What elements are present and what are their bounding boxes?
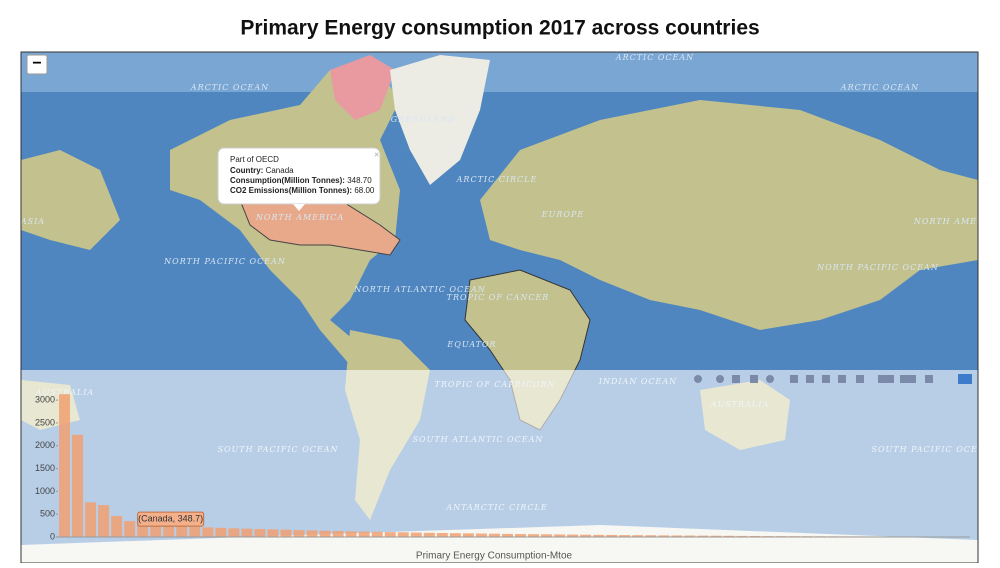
bar xyxy=(294,530,305,537)
bar xyxy=(476,534,487,537)
icon[interactable] xyxy=(766,375,774,383)
bar xyxy=(72,435,83,537)
icon[interactable] xyxy=(925,375,933,383)
bar xyxy=(202,527,213,537)
map-label: ARCTIC CIRCLE xyxy=(456,175,538,184)
x-axis-title: Primary Energy Consumption-Mtoe xyxy=(416,551,573,562)
bar xyxy=(450,533,461,537)
popup-key: Country: xyxy=(230,166,263,175)
bar xyxy=(254,529,265,537)
y-tick-label: 1000 xyxy=(35,486,55,496)
icon[interactable] xyxy=(856,375,864,383)
popup-close[interactable]: × xyxy=(374,149,379,159)
y-tick-label: 500 xyxy=(40,509,55,519)
bar xyxy=(85,502,96,537)
map-label: EUROPE xyxy=(541,210,584,219)
bar xyxy=(176,526,187,537)
bar xyxy=(385,532,396,537)
bar xyxy=(346,531,357,537)
map-label: ARCTIC OCEAN xyxy=(190,83,269,92)
bar xyxy=(228,528,239,537)
y-tick-label: 2000 xyxy=(35,440,55,450)
popup-key: Consumption(Million Tonnes): xyxy=(230,176,345,185)
map-label: GREENLAND xyxy=(391,115,456,124)
bar xyxy=(189,527,200,537)
icon[interactable] xyxy=(822,375,830,383)
popup-value: 348.70 xyxy=(347,176,372,185)
icon[interactable] xyxy=(732,375,740,383)
zoom-out-button[interactable]: − xyxy=(27,55,47,74)
arctic-water xyxy=(21,52,978,92)
popup-value: 68.00 xyxy=(354,186,375,195)
map-label: ARCTIC OCEAN xyxy=(615,53,694,62)
icon[interactable] xyxy=(806,375,814,383)
icon[interactable] xyxy=(878,375,894,383)
icon[interactable] xyxy=(716,375,724,383)
icon[interactable] xyxy=(694,375,702,383)
popup-value: Canada xyxy=(266,166,295,175)
bar xyxy=(372,532,383,537)
y-tick-label: 3000 xyxy=(35,395,55,405)
bar xyxy=(163,525,174,537)
button-label: − xyxy=(32,55,41,72)
popup: × Part of OECD Country: Canada Consumpti… xyxy=(218,148,380,211)
bar xyxy=(124,521,135,537)
bar xyxy=(333,531,344,537)
popup-key: CO2 Emissions(Million Tonnes): xyxy=(230,186,352,195)
map-label: NORTH PACIFIC OCEAN xyxy=(163,257,286,266)
bar xyxy=(307,530,318,537)
bar xyxy=(281,530,292,537)
icon[interactable] xyxy=(958,374,972,384)
y-tick-label: 2500 xyxy=(35,417,55,427)
bar xyxy=(241,529,252,537)
map-label: ARCTIC OCEAN xyxy=(840,83,919,92)
bar xyxy=(437,533,448,537)
map[interactable]: ARCTIC OCEAN ARCTIC OCEAN ARCTIC OCEAN GREE… xyxy=(20,52,1000,563)
map-label: ASIA xyxy=(20,217,45,226)
map-label: EQUATOR xyxy=(446,340,496,349)
bar xyxy=(98,505,109,537)
bar xyxy=(359,532,370,537)
y-tick-label: 1500 xyxy=(35,463,55,473)
bar xyxy=(59,394,70,537)
popup-line: Part of OECD xyxy=(230,155,279,164)
bar xyxy=(398,532,409,537)
map-label: NORTH PACIFIC OCEAN xyxy=(816,263,939,272)
popup-line: Consumption(Million Tonnes): 348.70 xyxy=(230,176,372,185)
bar xyxy=(320,531,331,537)
icon[interactable] xyxy=(790,375,798,383)
map-label: NORTH AMERICA xyxy=(255,213,344,222)
bar xyxy=(111,516,122,537)
map-label: NORTH AMERICA xyxy=(913,217,1000,226)
icon[interactable] xyxy=(900,375,916,383)
icon[interactable] xyxy=(750,375,758,383)
y-tick-label: 0 xyxy=(50,531,55,541)
bar xyxy=(463,533,474,537)
bar xyxy=(215,528,226,537)
popup-line: CO2 Emissions(Million Tonnes): 68.00 xyxy=(230,186,375,195)
icon[interactable] xyxy=(838,375,846,383)
bar xyxy=(424,533,435,537)
bar xyxy=(267,529,278,537)
bar xyxy=(411,533,422,537)
hover-label: (Canada, 348.7) xyxy=(138,513,203,523)
map-label: TROPIC OF CANCER xyxy=(447,293,550,302)
page-title: Primary Energy consumption 2017 across c… xyxy=(240,17,759,40)
popup-line: Country: Canada xyxy=(230,166,294,175)
